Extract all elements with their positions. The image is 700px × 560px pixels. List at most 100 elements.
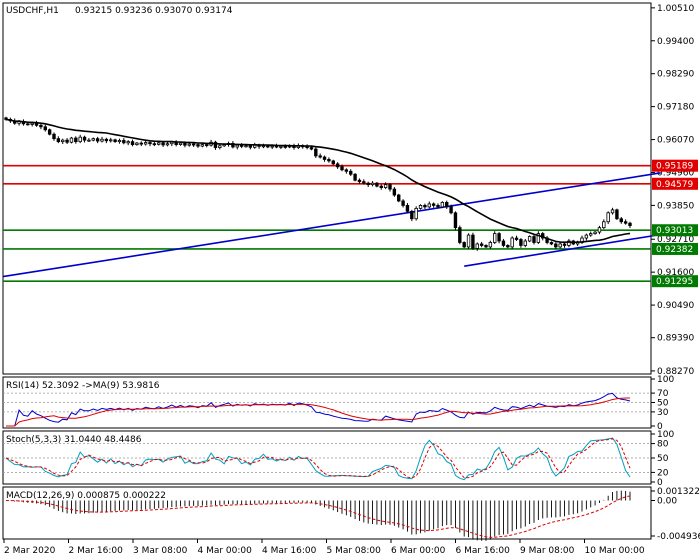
candle-body xyxy=(178,142,183,145)
macd-signal-line xyxy=(5,495,631,538)
time-tick-label: 2 Mar 16:00 xyxy=(69,546,124,556)
candle-body xyxy=(205,144,209,146)
price-tick-label: 1.00510 xyxy=(657,4,694,14)
support-level-label: 0.91295 xyxy=(656,277,693,287)
time-tick-label: 9 Mar 08:00 xyxy=(520,546,575,556)
candle-body xyxy=(628,222,632,226)
time-tick-label: 6 Mar 00:00 xyxy=(391,546,446,556)
candle-body xyxy=(479,243,484,246)
candle-body xyxy=(405,205,410,212)
candle-body xyxy=(100,138,104,142)
candle-body xyxy=(375,182,379,187)
candle-body xyxy=(148,142,152,145)
candle-body xyxy=(218,145,222,148)
time-tick-label: 4 Mar 16:00 xyxy=(262,546,317,556)
main-panel-frame xyxy=(2,2,652,375)
candle-body xyxy=(475,243,479,249)
candle-body xyxy=(309,147,314,150)
candle-body xyxy=(397,194,401,202)
candle-body xyxy=(43,126,47,131)
rsi-tick-label: 50 xyxy=(657,399,669,409)
candle-body xyxy=(436,205,440,208)
candle-body xyxy=(331,160,335,165)
time-tick-label: 10 Mar 00:00 xyxy=(585,546,645,556)
candle-body xyxy=(458,227,462,243)
candle-body xyxy=(379,185,383,189)
candle-body xyxy=(117,140,122,143)
price-tick-label: 0.90490 xyxy=(657,301,694,311)
candle-body xyxy=(74,137,78,143)
time-axis: 2 Mar 2020 2 Mar 16:00 3 Mar 08:00 4 Mar 00… xyxy=(3,539,645,556)
stoch-label: Stoch(5,3,3) 31.0440 48.4486 xyxy=(6,435,142,445)
level-labels: 0.95189 0.94579 0.93013 0.92382 0.91295 xyxy=(652,159,698,288)
price-tick-label: 0.91600 xyxy=(657,268,694,278)
candle-body xyxy=(335,163,340,168)
lower-trendline xyxy=(464,233,661,268)
candle-body xyxy=(427,203,431,208)
candle-body xyxy=(527,236,532,242)
candle-body xyxy=(597,227,602,233)
candle-body xyxy=(554,243,558,248)
candle-body xyxy=(65,139,69,143)
candle-body xyxy=(196,144,200,147)
candle-body xyxy=(39,124,43,128)
candle-body xyxy=(619,218,623,223)
candle-body xyxy=(615,209,619,220)
candle-body xyxy=(519,239,523,246)
candle-body xyxy=(562,243,567,246)
candle-body xyxy=(401,200,405,206)
time-tick-label: 4 Mar 00:00 xyxy=(198,546,253,556)
horizontal-levels xyxy=(3,164,651,282)
stoch-signal-line xyxy=(5,438,631,479)
candle-body xyxy=(327,159,331,162)
candle-body xyxy=(510,237,514,248)
price-tick-label: 0.92710 xyxy=(657,235,694,245)
stoch-tick-label: 50 xyxy=(657,454,669,464)
candle-body xyxy=(314,148,318,157)
candle-body xyxy=(322,156,327,160)
candle-body xyxy=(471,234,475,249)
macd-tick-label: 0.00 xyxy=(657,497,677,507)
candle-body xyxy=(87,139,91,142)
candle-body xyxy=(143,142,148,145)
candle-body xyxy=(78,136,82,143)
rsi-tick-label: 70 xyxy=(657,389,669,399)
candle-body xyxy=(462,242,466,248)
stoch-tick-label: 100 xyxy=(657,430,674,440)
support-level-tag xyxy=(652,242,698,255)
candle-body xyxy=(362,181,366,184)
macd-label: MACD(12,26,9) 0.000875 0.000222 xyxy=(6,491,166,501)
candle-body xyxy=(344,169,349,172)
candle-body xyxy=(187,143,191,146)
candle-body xyxy=(423,205,427,208)
candle-body xyxy=(283,145,287,148)
candle-body xyxy=(248,145,253,148)
candle-body xyxy=(501,240,506,246)
candle-body xyxy=(235,144,239,148)
candle-body xyxy=(69,137,74,143)
time-tick-label: 6 Mar 16:00 xyxy=(456,546,511,556)
resistance-level-tag xyxy=(652,177,698,190)
candle-body xyxy=(392,188,397,196)
candle-body xyxy=(440,202,445,208)
candle-body xyxy=(52,133,56,140)
candle-body xyxy=(213,141,218,148)
time-tick-label: 2 Mar 2020 xyxy=(4,546,56,556)
candle-body xyxy=(135,142,139,145)
resistance-level-label: 0.94579 xyxy=(656,180,693,190)
trendlines xyxy=(2,172,661,278)
rsi-line xyxy=(6,392,631,427)
support-level-tag xyxy=(652,275,698,288)
candle-body xyxy=(47,129,52,135)
rsi-ma-label: ->MA(9) 53.9816 xyxy=(82,381,160,391)
candle-body xyxy=(532,236,536,243)
candles xyxy=(4,116,632,251)
candle-body xyxy=(370,182,375,186)
candle-body xyxy=(584,234,589,239)
candle-body xyxy=(113,139,117,143)
candle-body xyxy=(91,138,95,141)
stoch-tick-label: 20 xyxy=(657,468,669,478)
rsi-tick-label: 30 xyxy=(657,408,669,418)
stoch-main-line xyxy=(5,437,631,481)
